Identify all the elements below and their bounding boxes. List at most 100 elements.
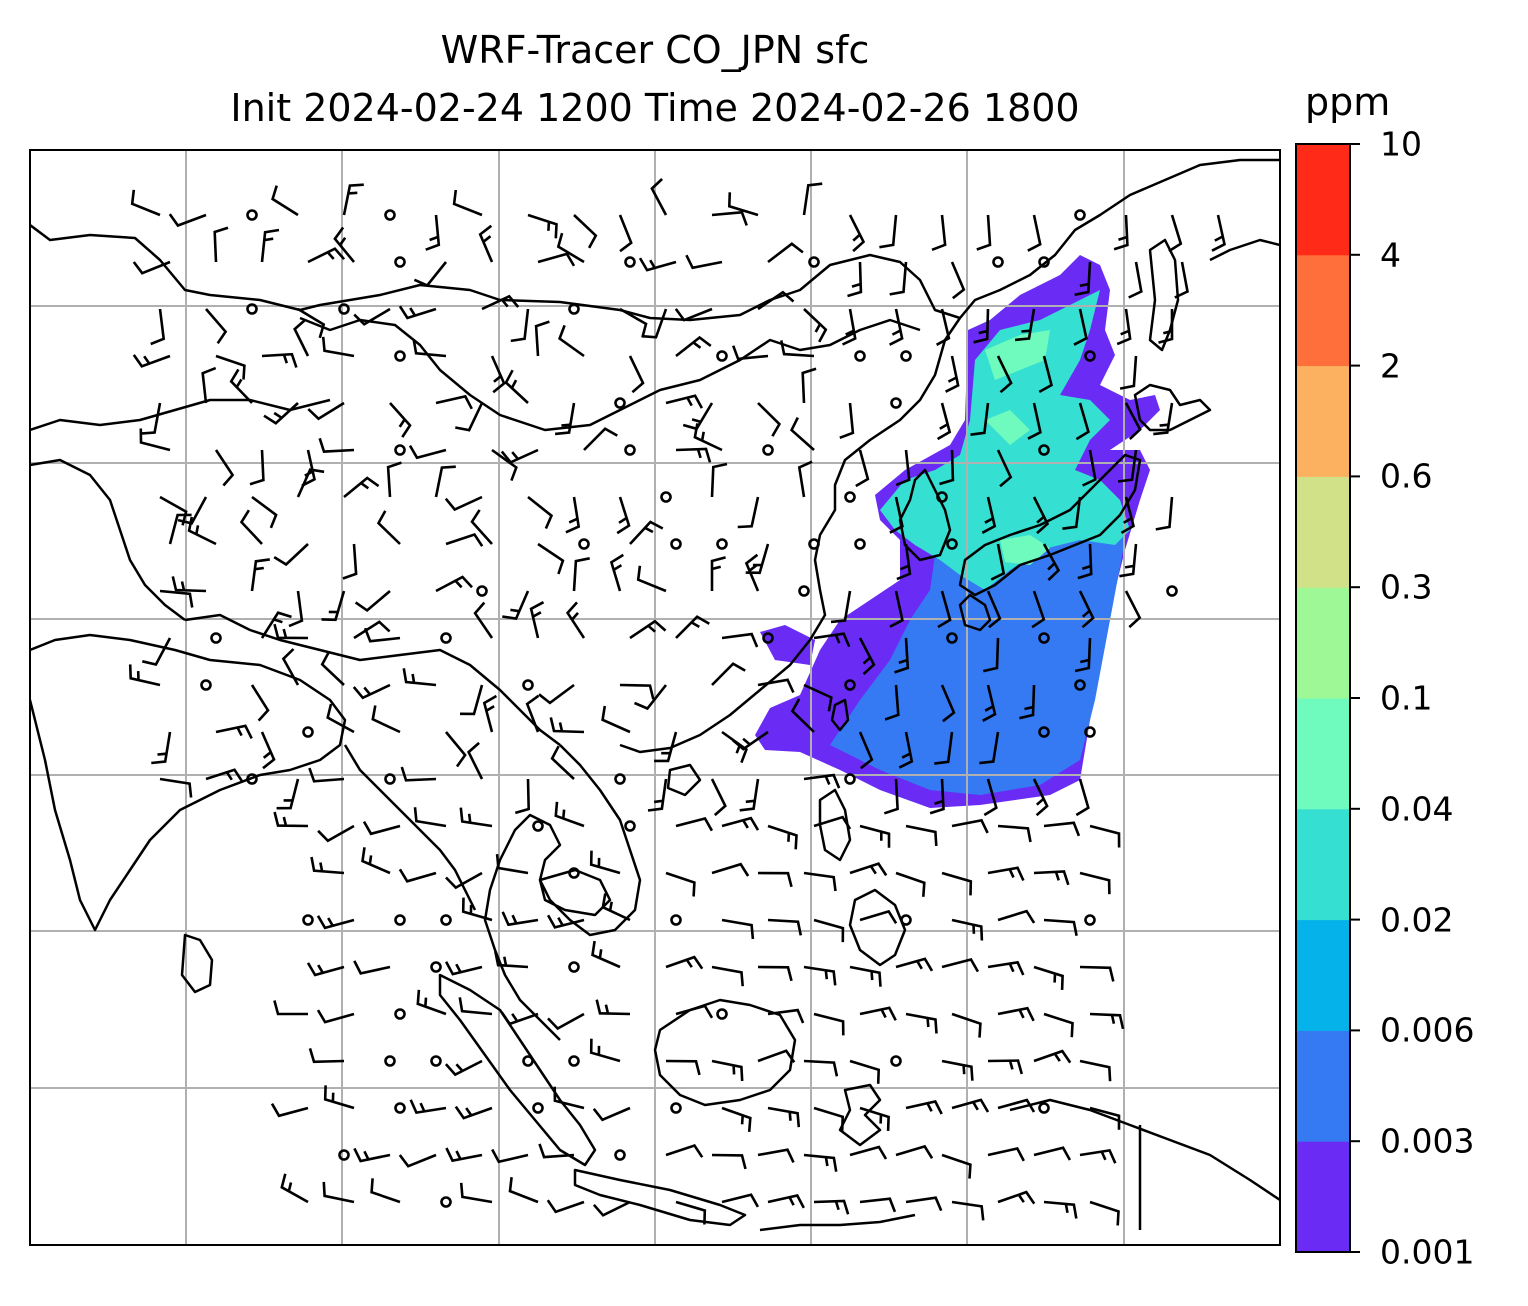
wind-barb xyxy=(455,402,484,432)
wind-barb xyxy=(554,801,585,828)
calm-wind-circle xyxy=(1084,914,1096,926)
russia-far-east-coast xyxy=(959,158,1280,319)
wind-barb xyxy=(889,496,904,534)
wind-barb xyxy=(547,1012,585,1031)
wind-barb xyxy=(905,1012,938,1034)
calm-wind-circle xyxy=(568,867,580,879)
wind-barb xyxy=(859,824,891,848)
wind-barb xyxy=(1073,308,1088,346)
wind-barb xyxy=(1158,309,1174,344)
wind-barb xyxy=(757,678,795,694)
calm-wind-circle xyxy=(200,679,212,691)
wind-barb xyxy=(711,862,750,877)
wind-barb xyxy=(273,811,309,828)
colorbar-tick-label: 0.006 xyxy=(1380,1010,1475,1050)
wind-barb xyxy=(425,214,441,251)
wind-barb xyxy=(376,510,401,545)
wind-barb xyxy=(710,556,726,591)
wind-barb xyxy=(990,543,1006,581)
wind-barb xyxy=(502,590,530,621)
wind-barb xyxy=(951,918,984,941)
colorbar-segment xyxy=(1296,365,1350,477)
philippines-luzon xyxy=(818,788,852,862)
calm-wind-circle xyxy=(1038,726,1050,738)
wind-barb xyxy=(263,402,299,425)
sulawesi xyxy=(838,1083,882,1147)
wind-barb xyxy=(1079,1059,1112,1082)
calm-wind-circle xyxy=(338,303,350,315)
wind-barb xyxy=(711,965,744,987)
wind-barb xyxy=(721,1106,752,1133)
wind-barb xyxy=(132,260,171,275)
sri-lanka xyxy=(180,933,214,994)
colorbar-segment xyxy=(1296,587,1350,699)
wind-barb xyxy=(951,818,989,834)
wind-barb xyxy=(895,1144,934,1159)
wind-barb xyxy=(459,1182,493,1204)
wind-barb xyxy=(675,1200,707,1225)
wind-barb xyxy=(619,683,655,700)
wind-barb xyxy=(229,368,253,404)
wind-barb xyxy=(354,590,391,613)
wind-barb xyxy=(767,1194,805,1209)
calm-wind-circle xyxy=(798,585,810,597)
calm-wind-circle xyxy=(578,538,590,550)
wind-barb xyxy=(1032,496,1050,535)
wind-barb xyxy=(848,214,866,253)
calm-wind-circle xyxy=(1084,726,1096,738)
wind-barb xyxy=(997,1098,1036,1113)
wind-barb xyxy=(215,354,246,380)
wind-barb xyxy=(318,437,355,453)
wind-barb xyxy=(803,308,828,343)
calm-wind-circle xyxy=(1038,256,1050,268)
calm-wind-circle xyxy=(394,914,406,926)
wind-barb xyxy=(1033,1146,1072,1161)
wind-barb xyxy=(1089,1012,1125,1030)
wind-barb xyxy=(803,773,841,789)
wind-barb xyxy=(859,1197,897,1213)
wind-barb xyxy=(553,1086,585,1110)
calm-wind-circle xyxy=(568,961,580,973)
wind-barb xyxy=(896,543,912,581)
wind-barb xyxy=(128,664,161,687)
wind-barb xyxy=(841,308,857,346)
wind-barb xyxy=(889,590,904,628)
wind-barb xyxy=(937,590,952,629)
wind-barb xyxy=(445,1147,483,1163)
wind-barb xyxy=(529,601,545,639)
wind-barb xyxy=(558,324,585,358)
wind-barb xyxy=(757,871,793,888)
wind-barb xyxy=(352,683,391,700)
indochina-coast xyxy=(483,744,642,1041)
calm-wind-circle xyxy=(624,820,636,832)
hainan xyxy=(666,763,702,797)
wind-barb xyxy=(306,962,345,977)
calm-wind-circle xyxy=(716,350,728,362)
wind-barb xyxy=(1117,449,1138,483)
wind-barb xyxy=(454,1105,493,1120)
wind-barb xyxy=(342,543,358,580)
wind-barb xyxy=(757,290,795,311)
wind-barb xyxy=(849,1059,881,1084)
wind-barb xyxy=(1043,1200,1078,1219)
wind-barb xyxy=(583,427,618,451)
wind-barb xyxy=(813,632,851,648)
wind-barb xyxy=(1031,590,1046,629)
wind-barb xyxy=(538,683,575,705)
wind-barb xyxy=(981,496,997,534)
wind-barb xyxy=(731,730,769,751)
colorbar-segment xyxy=(1296,1141,1350,1253)
calm-wind-circle xyxy=(1084,350,1096,362)
wind-barb xyxy=(534,320,550,357)
wind-barb xyxy=(402,668,437,687)
calm-wind-circle xyxy=(430,961,442,973)
wind-barb xyxy=(213,226,229,263)
calm-wind-circle xyxy=(890,397,902,409)
wind-barb xyxy=(1043,821,1081,837)
calm-wind-circle xyxy=(394,256,406,268)
wind-barb xyxy=(803,965,837,986)
wind-barb xyxy=(830,590,852,624)
wind-barb xyxy=(767,918,803,936)
wind-barb xyxy=(508,1177,539,1204)
calm-wind-circle xyxy=(522,679,534,691)
